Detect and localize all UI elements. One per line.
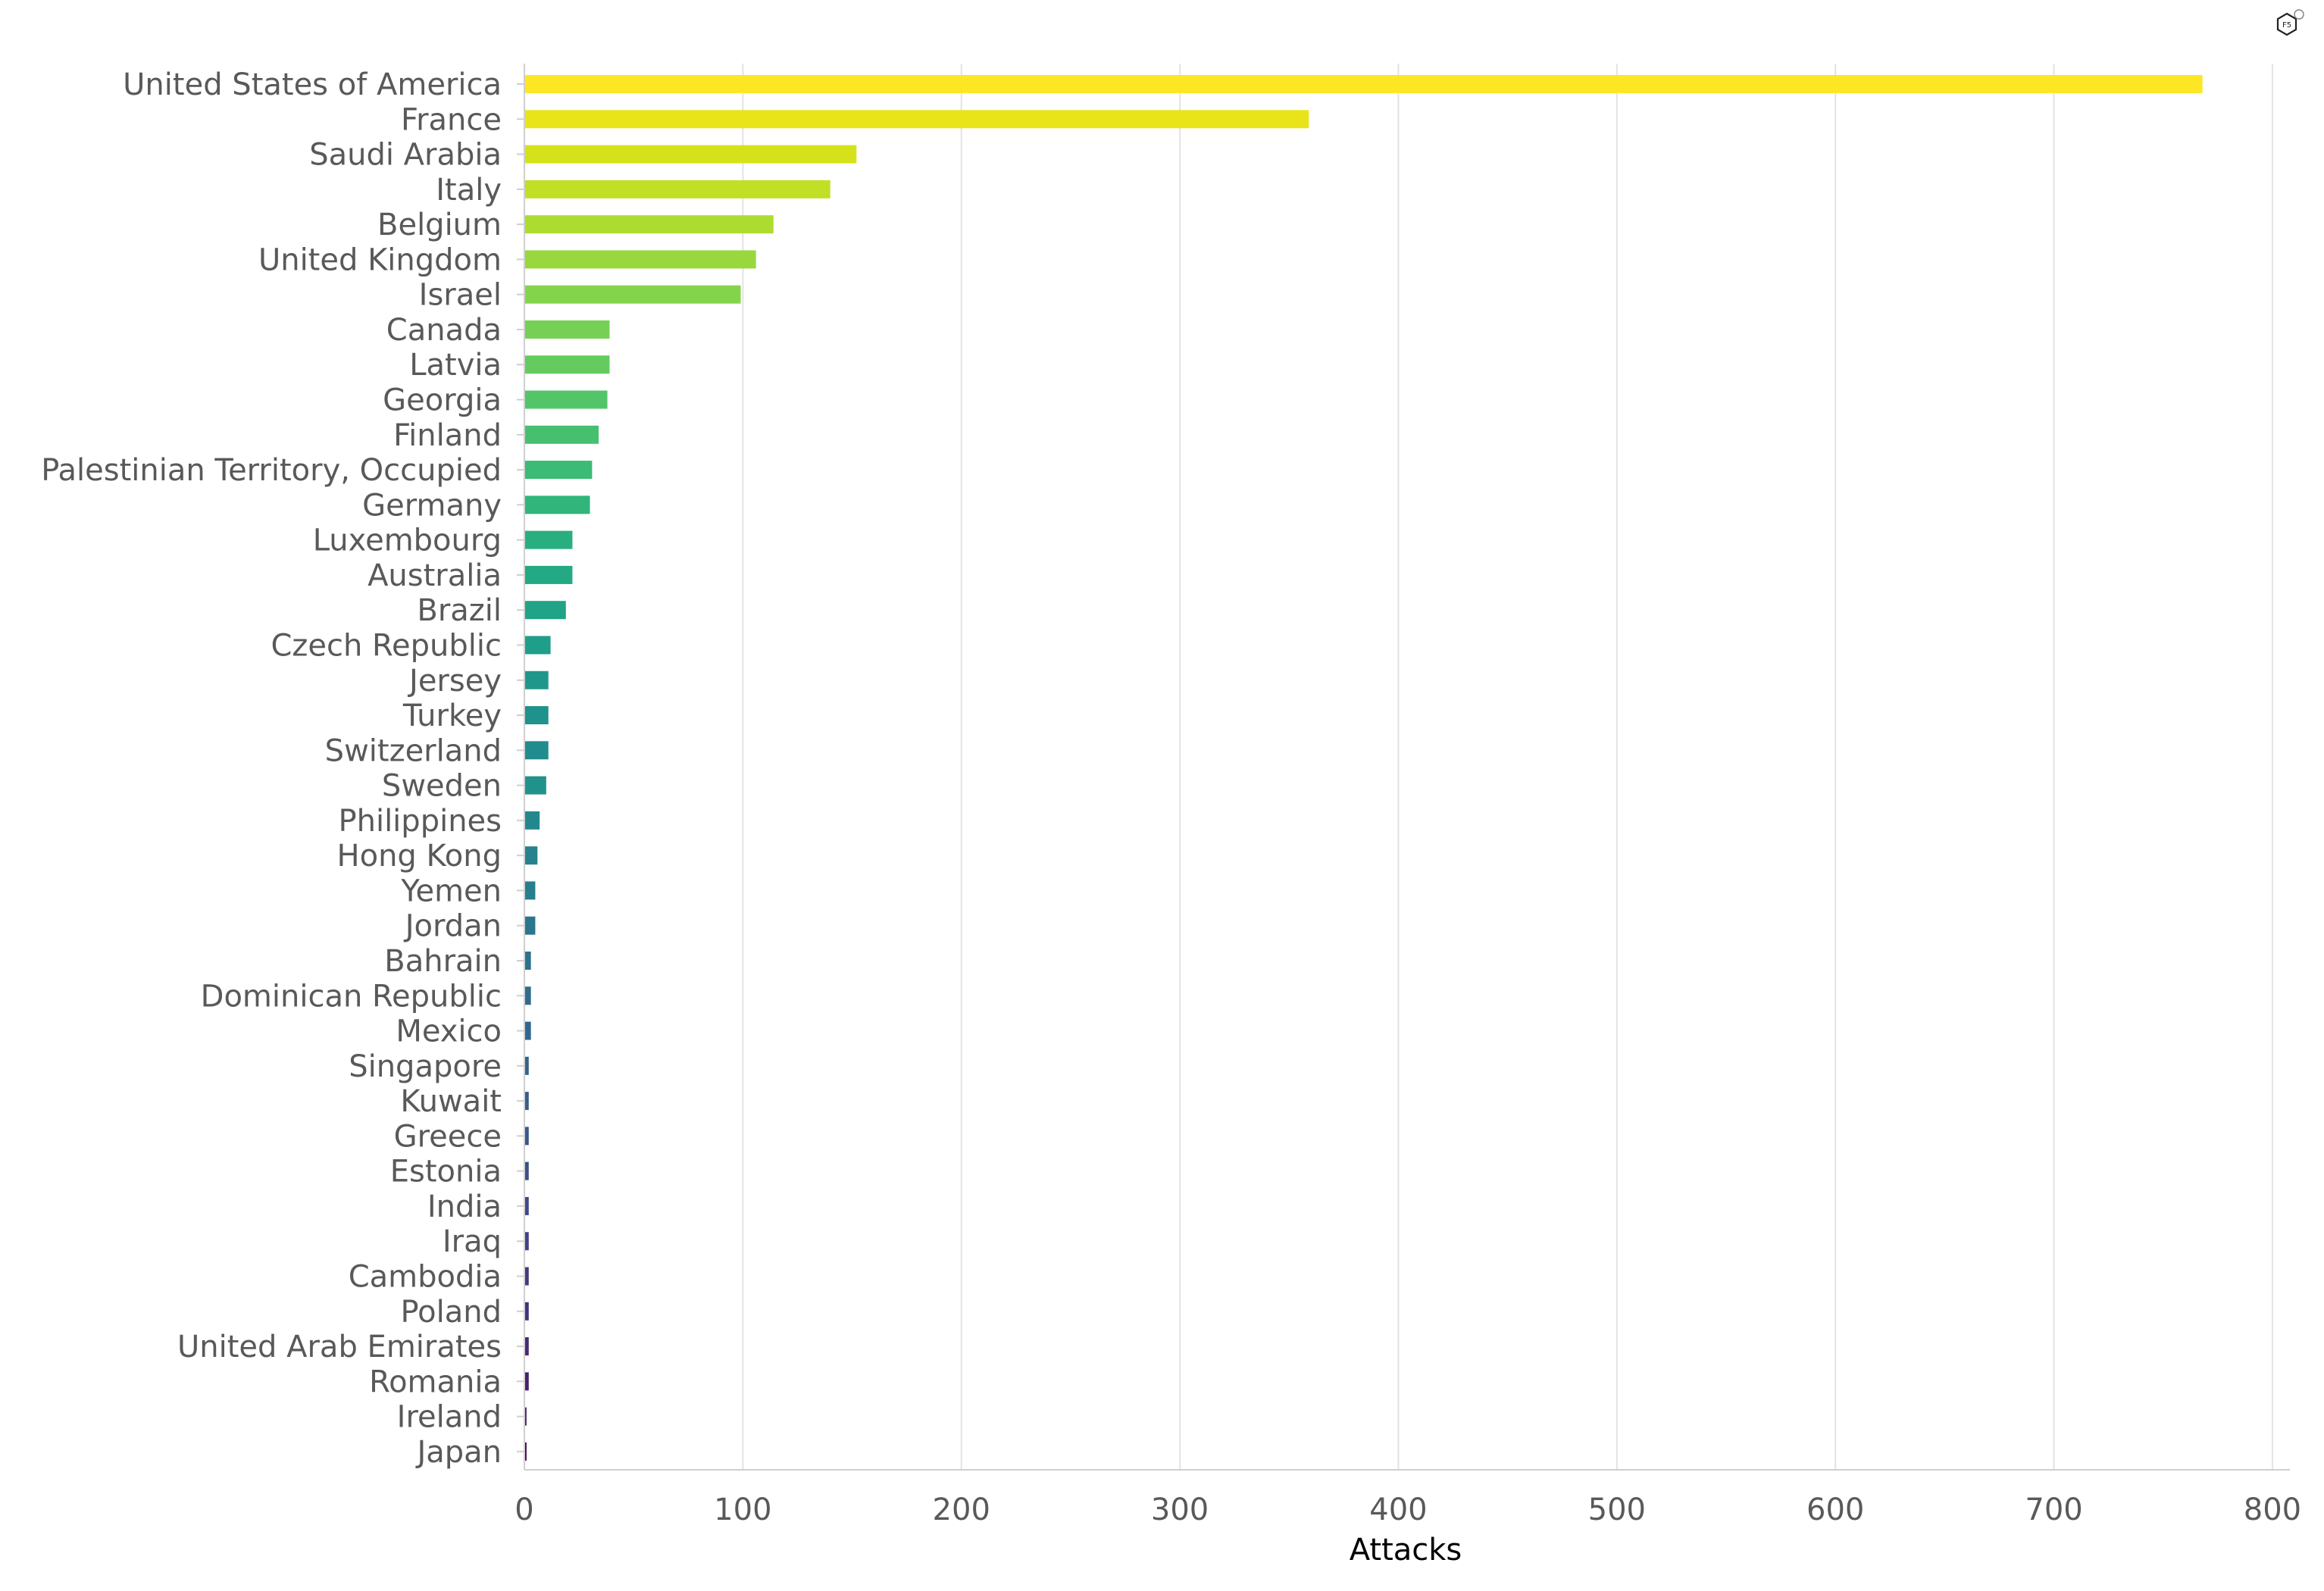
category-label: United Kingdom xyxy=(258,242,502,277)
category-label: Canada xyxy=(386,313,502,348)
bar xyxy=(524,565,573,584)
bar xyxy=(524,285,741,304)
bar xyxy=(524,811,540,830)
x-tick-label: 700 xyxy=(2025,1493,2082,1527)
category-label: Georgia xyxy=(383,383,502,418)
bar xyxy=(524,881,536,900)
bar xyxy=(524,776,546,795)
bar xyxy=(524,1196,529,1215)
category-label: India xyxy=(427,1189,502,1224)
category-label: Jersey xyxy=(407,664,502,699)
category-label: Dominican Republic xyxy=(201,979,502,1014)
category-label: Italy xyxy=(436,173,502,208)
category-label: Germany xyxy=(362,488,502,523)
category-label: Ireland xyxy=(397,1400,502,1435)
bar xyxy=(524,1056,529,1075)
category-label: Palestinian Territory, Occupied xyxy=(41,453,502,488)
bar xyxy=(524,1302,529,1321)
category-label: Kuwait xyxy=(400,1084,502,1119)
bar xyxy=(524,215,774,234)
category-label: Iraq xyxy=(443,1224,502,1259)
x-tick-label: 600 xyxy=(1806,1493,1864,1527)
category-label: Belgium xyxy=(377,208,502,242)
bar xyxy=(524,601,566,620)
category-label: Switzerland xyxy=(325,733,502,768)
bar xyxy=(524,110,1309,129)
bar xyxy=(524,530,573,549)
category-label: Luxembourg xyxy=(313,524,502,558)
bar xyxy=(524,916,536,935)
category-label: France xyxy=(401,102,502,137)
bar xyxy=(524,390,608,409)
bar xyxy=(524,986,531,1005)
x-tick-label: 0 xyxy=(515,1493,533,1527)
bar xyxy=(524,636,551,655)
bar xyxy=(524,320,610,339)
bar xyxy=(524,741,549,760)
bar xyxy=(524,1372,529,1391)
category-label: Greece xyxy=(394,1119,502,1154)
bar xyxy=(524,670,549,689)
x-axis-label: Attacks xyxy=(1350,1533,1462,1568)
category-label: Sweden xyxy=(382,769,502,804)
gridlines xyxy=(742,64,2273,1470)
bar xyxy=(524,1127,529,1146)
logo-icon: F5 xyxy=(2276,9,2304,36)
svg-text:F5: F5 xyxy=(2282,21,2291,30)
category-label: Japan xyxy=(414,1435,502,1470)
x-tick-label: 200 xyxy=(933,1493,990,1527)
bar xyxy=(524,495,590,514)
x-tick-label: 300 xyxy=(1151,1493,1209,1527)
category-label: Finland xyxy=(393,418,502,453)
bar xyxy=(524,145,857,164)
x-tick-label: 400 xyxy=(1369,1493,1427,1527)
bar xyxy=(524,355,610,374)
bar xyxy=(524,1021,531,1040)
category-label: Turkey xyxy=(402,699,502,733)
bar xyxy=(524,952,531,970)
category-label: Israel xyxy=(419,278,502,313)
bar xyxy=(524,461,593,480)
bar xyxy=(524,846,538,865)
category-label: Romania xyxy=(369,1364,502,1399)
category-label: Jordan xyxy=(403,909,502,944)
category-label: Yemen xyxy=(400,874,502,908)
x-tick-label: 500 xyxy=(1588,1493,1646,1527)
category-label: Latvia xyxy=(409,348,502,383)
category-label: Bahrain xyxy=(384,944,502,979)
category-label: Poland xyxy=(400,1295,502,1330)
x-tick-label: 800 xyxy=(2244,1493,2301,1527)
bar xyxy=(524,1267,529,1286)
category-label: Singapore xyxy=(349,1049,502,1084)
category-label: Mexico xyxy=(396,1014,502,1049)
x-tick-label: 100 xyxy=(714,1493,771,1527)
bar xyxy=(524,180,830,198)
bar xyxy=(524,1161,529,1180)
bar xyxy=(524,250,756,269)
bar xyxy=(524,1232,529,1251)
category-label: Czech Republic xyxy=(271,628,502,663)
category-label: Australia xyxy=(368,558,502,593)
bar xyxy=(524,75,2203,93)
bars xyxy=(524,75,2203,1461)
category-label: United Arab Emirates xyxy=(177,1330,502,1364)
category-label: Saudi Arabia xyxy=(309,138,502,173)
bar xyxy=(524,1442,527,1461)
x-tick-labels: 0 100 200 300 400 500 600 700 800 xyxy=(515,1493,2301,1527)
category-label: Estonia xyxy=(390,1155,502,1189)
axes xyxy=(517,64,2290,1471)
category-label: Cambodia xyxy=(349,1260,502,1295)
category-label: United States of America xyxy=(123,67,502,102)
category-label: Philippines xyxy=(338,804,502,839)
category-label: Brazil xyxy=(417,593,502,628)
bar xyxy=(524,1407,527,1426)
bar xyxy=(524,706,549,725)
bar xyxy=(524,1337,529,1356)
category-label: Hong Kong xyxy=(337,839,502,874)
bar xyxy=(524,1092,529,1111)
bar xyxy=(524,425,599,444)
